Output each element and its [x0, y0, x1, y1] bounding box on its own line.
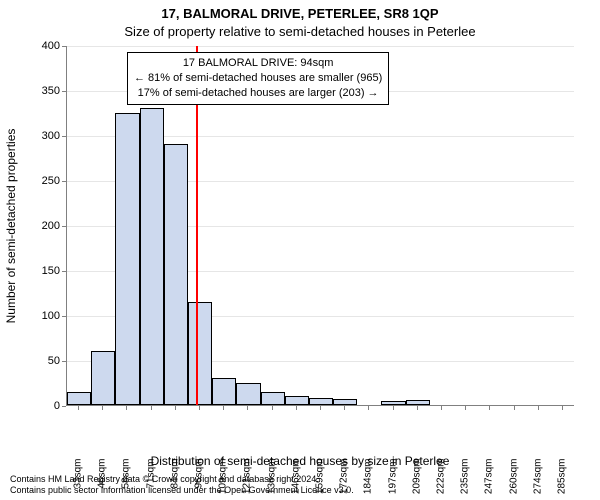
histogram-bar [285, 396, 309, 405]
histogram-bar [164, 144, 188, 405]
x-tick-label: 197sqm [387, 459, 398, 500]
y-tick-label: 150 [6, 265, 60, 277]
x-tick-label: 285sqm [556, 459, 567, 500]
y-gridline [67, 46, 574, 47]
histogram-bar [115, 113, 139, 406]
histogram-bar [309, 398, 333, 405]
footer-line1: Contains HM Land Registry data © Crown c… [10, 474, 354, 485]
x-tick-mark [417, 406, 418, 410]
x-tick-label: 222sqm [435, 459, 446, 500]
figure-supertitle: 17, BALMORAL DRIVE, PETERLEE, SR8 1QP [0, 6, 600, 21]
y-tick-label: 250 [6, 175, 60, 187]
x-tick-label: 247sqm [484, 459, 495, 500]
histogram-bar [406, 400, 430, 405]
y-tick-mark [62, 361, 66, 362]
x-tick-mark [78, 406, 79, 410]
x-tick-mark [223, 406, 224, 410]
x-tick-label: 109sqm [218, 459, 229, 500]
histogram-bar [67, 392, 91, 405]
annotation-line: ← 81% of semi-detached houses are smalle… [134, 71, 382, 86]
x-tick-label: 146sqm [290, 459, 301, 500]
x-tick-label: 260sqm [508, 459, 519, 500]
x-tick-mark [296, 406, 297, 410]
histogram-bar [212, 378, 236, 405]
footer-attribution: Contains HM Land Registry data © Crown c… [10, 474, 354, 497]
figure-container: { "supertitle": "17, BALMORAL DRIVE, PET… [0, 0, 600, 500]
x-tick-mark [151, 406, 152, 410]
x-tick-mark [247, 406, 248, 410]
x-tick-label: 71sqm [145, 459, 156, 500]
x-tick-mark [126, 406, 127, 410]
y-tick-mark [62, 91, 66, 92]
y-tick-mark [62, 46, 66, 47]
histogram-bar [140, 108, 164, 405]
histogram-bar [261, 392, 285, 406]
x-tick-label: 274sqm [532, 459, 543, 500]
x-tick-mark [441, 406, 442, 410]
x-tick-mark [102, 406, 103, 410]
x-tick-label: 46sqm [97, 459, 108, 500]
y-tick-label: 200 [6, 220, 60, 232]
footer-line2: Contains public sector information licen… [10, 485, 354, 496]
x-tick-mark [320, 406, 321, 410]
y-tick-label: 300 [6, 130, 60, 142]
histogram-bar [381, 401, 405, 405]
x-tick-label: 184sqm [363, 459, 374, 500]
annotation-line: 17 BALMORAL DRIVE: 94sqm [134, 56, 382, 71]
x-tick-label: 136sqm [266, 459, 277, 500]
histogram-bar [188, 302, 212, 406]
x-tick-mark [562, 406, 563, 410]
y-tick-mark [62, 406, 66, 407]
y-tick-label: 350 [6, 85, 60, 97]
y-tick-mark [62, 271, 66, 272]
x-tick-mark [368, 406, 369, 410]
x-tick-label: 172sqm [339, 459, 350, 500]
histogram-bar [333, 399, 357, 405]
x-tick-mark [272, 406, 273, 410]
y-tick-label: 0 [6, 400, 60, 412]
x-tick-label: 58sqm [121, 459, 132, 500]
annotation-line: 17% of semi-detached houses are larger (… [134, 86, 382, 101]
y-tick-label: 400 [6, 40, 60, 52]
x-tick-mark [489, 406, 490, 410]
x-tick-label: 33sqm [73, 459, 84, 500]
figure-title: Size of property relative to semi-detach… [0, 24, 600, 39]
x-tick-mark [393, 406, 394, 410]
annotation-box: 17 BALMORAL DRIVE: 94sqm← 81% of semi-de… [127, 52, 389, 105]
x-tick-mark [514, 406, 515, 410]
x-tick-mark [199, 406, 200, 410]
y-tick-label: 50 [6, 355, 60, 367]
histogram-bar [236, 383, 260, 406]
x-tick-mark [175, 406, 176, 410]
x-tick-label: 159sqm [315, 459, 326, 500]
x-tick-label: 84sqm [169, 459, 180, 500]
x-tick-label: 121sqm [242, 459, 253, 500]
x-tick-label: 96sqm [194, 459, 205, 500]
x-tick-mark [538, 406, 539, 410]
plot-area: 17 BALMORAL DRIVE: 94sqm← 81% of semi-de… [66, 46, 574, 406]
y-tick-mark [62, 181, 66, 182]
x-tick-mark [465, 406, 466, 410]
y-tick-mark [62, 226, 66, 227]
x-tick-label: 235sqm [460, 459, 471, 500]
y-tick-mark [62, 136, 66, 137]
y-tick-label: 100 [6, 310, 60, 322]
x-tick-label: 209sqm [411, 459, 422, 500]
x-tick-mark [344, 406, 345, 410]
histogram-bar [91, 351, 115, 405]
y-tick-mark [62, 316, 66, 317]
